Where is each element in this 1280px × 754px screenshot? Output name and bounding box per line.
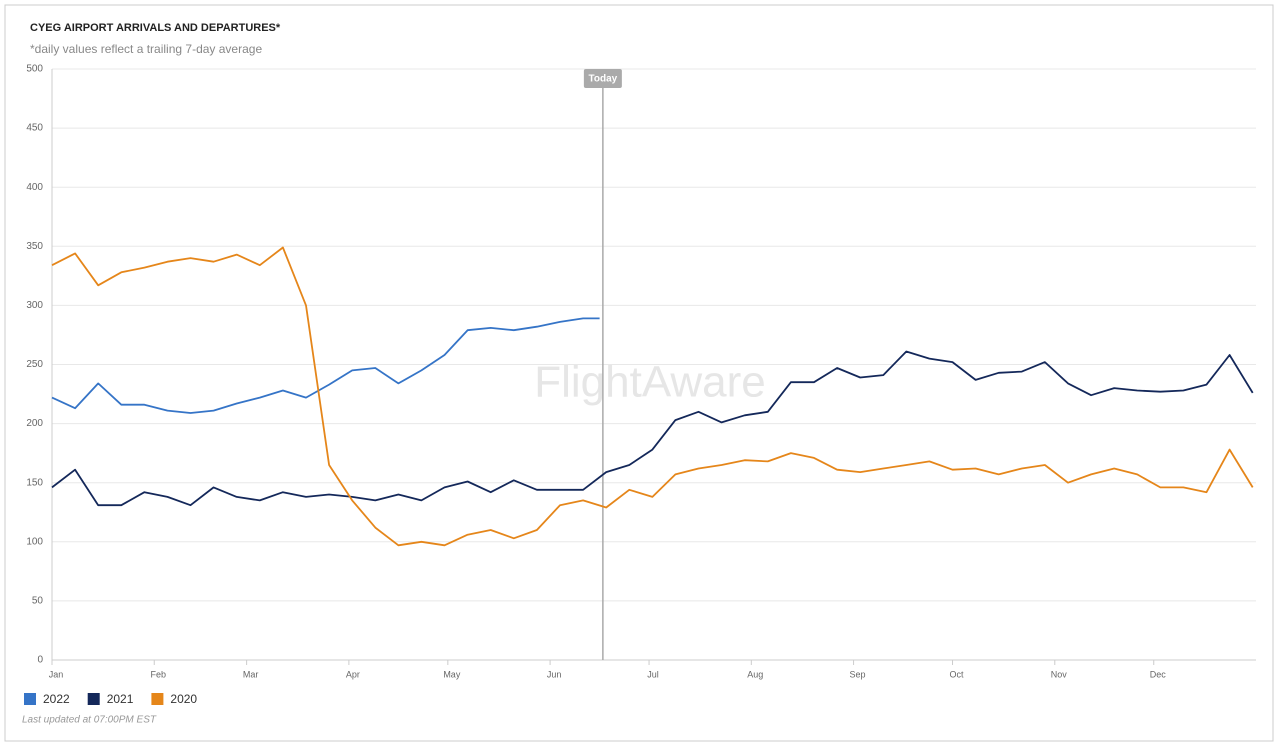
y-tick-label: 250: [26, 359, 43, 370]
x-tick-label: Jul: [647, 669, 659, 679]
x-tick-label: Jun: [547, 669, 562, 679]
x-tick-label: Oct: [950, 669, 965, 679]
x-tick-label: Dec: [1150, 669, 1167, 679]
y-tick-label: 450: [26, 123, 43, 134]
legend-label: 2020: [170, 692, 197, 706]
legend-swatch: [24, 693, 36, 705]
y-tick-label: 50: [32, 596, 44, 607]
y-tick-label: 400: [26, 182, 43, 193]
series-line: [51, 246, 1254, 547]
y-tick-label: 300: [26, 300, 43, 311]
x-tick-label: May: [443, 669, 461, 679]
chart-title: CYEG AIRPORT ARRIVALS AND DEPARTURES*: [30, 22, 281, 34]
x-tick-label: Aug: [747, 669, 763, 679]
y-tick-label: 200: [26, 418, 43, 429]
series-line: [51, 350, 1254, 507]
legend-label: 2022: [43, 692, 70, 706]
x-tick-label: Mar: [243, 669, 259, 679]
footnote: Last updated at 07:00PM EST: [22, 715, 157, 726]
y-tick-label: 100: [26, 536, 43, 547]
legend-swatch: [151, 693, 164, 705]
legend-swatch: [87, 693, 100, 705]
today-label: Today: [589, 74, 618, 85]
y-tick-label: 150: [26, 477, 43, 488]
y-tick-label: 500: [26, 64, 43, 75]
x-tick-label: Apr: [346, 669, 360, 679]
x-tick-label: Feb: [150, 669, 166, 679]
y-tick-label: 350: [26, 241, 43, 252]
x-tick-label: Nov: [1051, 669, 1068, 679]
series-line: [51, 317, 600, 414]
watermark: FlightAware: [534, 358, 766, 407]
y-tick-label: 0: [37, 655, 43, 666]
x-tick-label: Jan: [49, 669, 64, 679]
legend-label: 2021: [107, 692, 134, 706]
chart-subtitle: *daily values reflect a trailing 7-day a…: [30, 42, 262, 56]
x-tick-label: Sep: [850, 669, 866, 679]
today-badge: [583, 69, 622, 88]
